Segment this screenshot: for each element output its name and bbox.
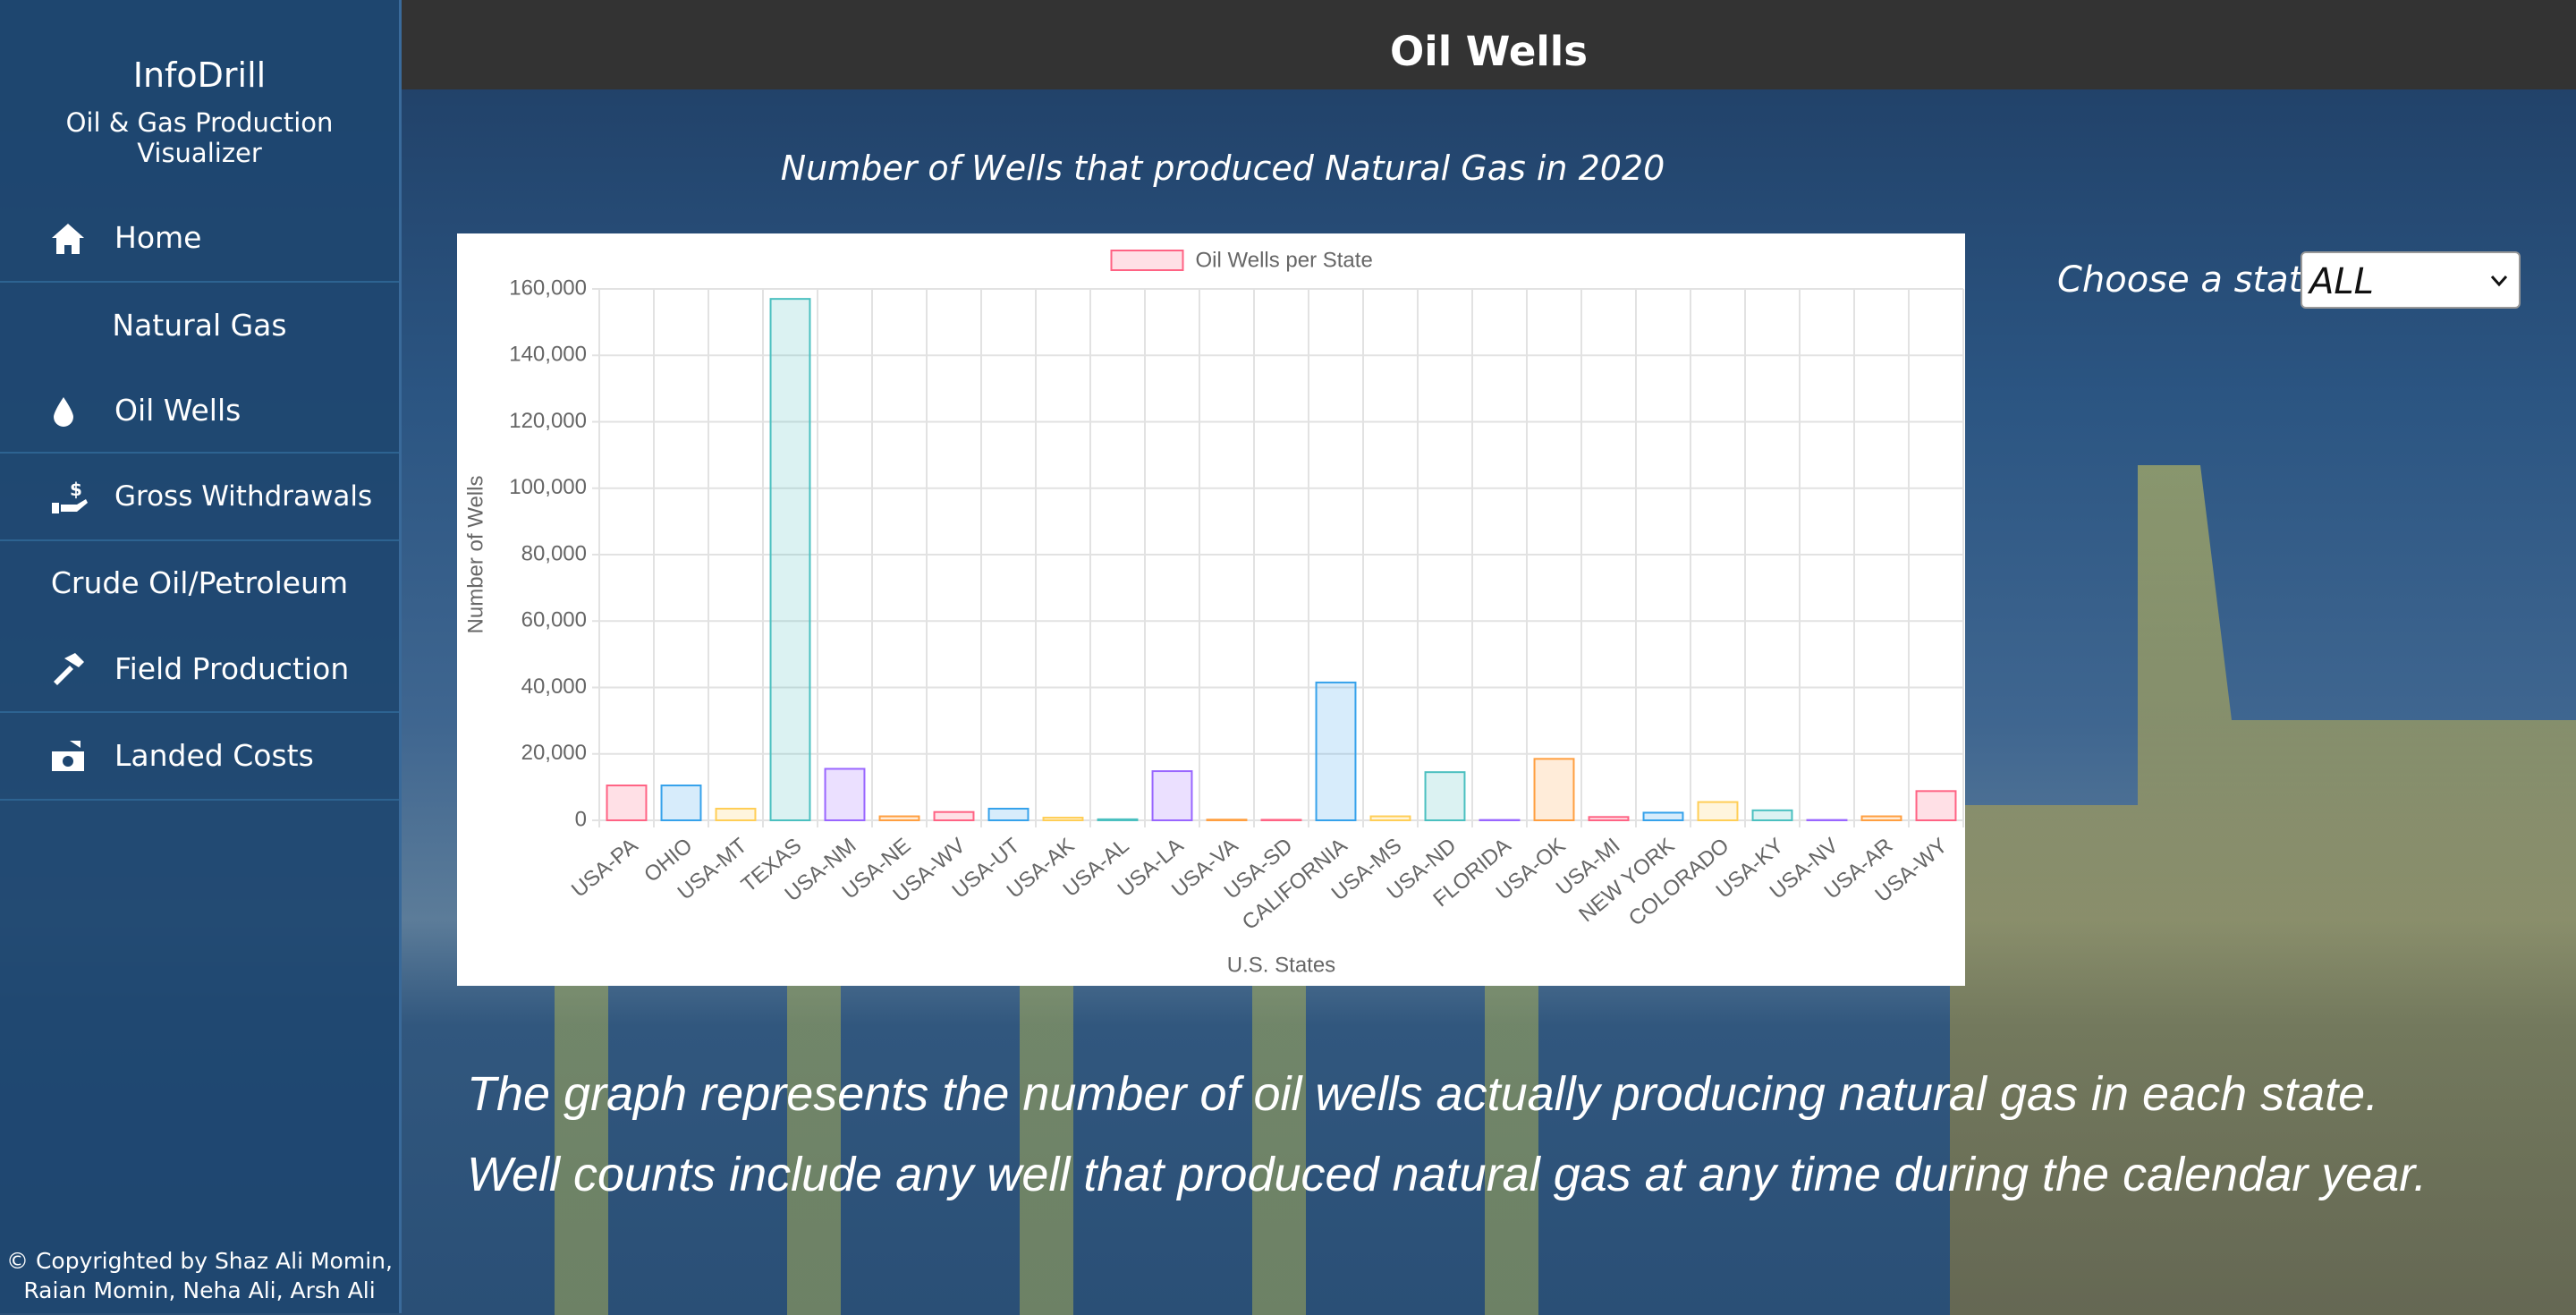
hand-icon: $ xyxy=(52,479,88,513)
separator xyxy=(0,539,399,541)
bar xyxy=(1369,815,1411,821)
section-heading: Crude Oil/Petroleum xyxy=(50,565,349,600)
svg-text:$: $ xyxy=(70,479,82,500)
bar xyxy=(933,810,975,821)
description: Well counts include any well that produc… xyxy=(467,1148,2428,1201)
state-label: Choose a state: xyxy=(2057,259,2337,301)
separator xyxy=(0,452,399,454)
state-select[interactable]: ALL xyxy=(2301,251,2521,309)
nav-oil-wells[interactable]: Oil Wells xyxy=(114,393,242,428)
page-title: Oil Wells xyxy=(1390,28,1588,75)
bar xyxy=(1151,770,1193,821)
bar xyxy=(878,815,920,821)
section-heading: Natural Gas xyxy=(112,308,287,343)
separator xyxy=(0,711,399,713)
separator xyxy=(0,281,399,283)
y-tick-label: 160,000 xyxy=(509,276,587,300)
sidebar: InfoDrill Oil & Gas Production Visualize… xyxy=(0,0,402,1313)
x-tick-label: USA-PA xyxy=(567,834,642,903)
bar xyxy=(1260,819,1302,821)
y-tick-label: 100,000 xyxy=(509,475,587,499)
nav-field-production[interactable]: Field Production xyxy=(114,651,350,686)
bar xyxy=(824,768,866,821)
bar xyxy=(1697,801,1739,821)
copyright: Raian Momin, Neha Ali, Arsh Ali xyxy=(23,1277,376,1303)
separator xyxy=(0,799,399,801)
y-axis-title: Number of Wells xyxy=(463,476,487,634)
y-tick-label: 80,000 xyxy=(521,541,587,565)
bar xyxy=(715,808,757,821)
hammer-icon xyxy=(54,653,84,685)
bar xyxy=(1751,809,1793,821)
bar xyxy=(1424,771,1466,822)
tagline: Oil & Gas Production Visualizer xyxy=(65,107,334,168)
y-tick-label: 0 xyxy=(575,807,587,831)
y-tick-label: 140,000 xyxy=(509,343,587,367)
chart: 0 20,000 40,000 60,000 80,000 100,000 120,000 1… xyxy=(457,233,1965,986)
bar xyxy=(987,808,1030,821)
chart-title: Number of Wells that produced Natural Ga… xyxy=(780,148,1665,188)
drop-icon xyxy=(54,397,73,427)
legend-swatch xyxy=(1110,250,1184,271)
bar xyxy=(606,785,648,821)
nav-landed-costs[interactable]: Landed Costs xyxy=(114,738,314,773)
bar xyxy=(1642,811,1684,821)
bar xyxy=(1315,681,1357,821)
description: The graph represents the number of oil w… xyxy=(467,1067,2379,1121)
x-axis-title: U.S. States xyxy=(1227,953,1335,977)
copyright: © Copyrighted by Shaz Ali Momin, xyxy=(6,1248,393,1274)
bar xyxy=(1097,818,1139,821)
bar xyxy=(660,785,702,821)
y-tick-label: 120,000 xyxy=(509,409,587,433)
y-tick-label: 40,000 xyxy=(521,674,587,699)
background-platform xyxy=(555,984,1628,1315)
bar xyxy=(1206,819,1248,822)
nav-gross-withdrawals[interactable]: Gross Withdrawals xyxy=(114,480,373,513)
bar xyxy=(1533,758,1575,821)
y-tick-label: 20,000 xyxy=(521,741,587,765)
bar xyxy=(1915,790,1957,822)
bar xyxy=(1860,815,1902,821)
state-select-value: ALL xyxy=(2309,261,2374,302)
bar xyxy=(769,298,811,821)
home-icon xyxy=(52,224,84,254)
brand[interactable]: InfoDrill xyxy=(132,55,267,95)
nav-home[interactable]: Home xyxy=(114,220,202,255)
money-icon xyxy=(52,741,84,771)
chevron xyxy=(2490,276,2508,287)
legend-label: Oil Wells per State xyxy=(1196,248,1373,272)
bar xyxy=(1042,817,1084,822)
bar xyxy=(1588,816,1630,821)
y-tick-label: 60,000 xyxy=(521,608,587,632)
header: Oil Wells xyxy=(402,0,2576,89)
